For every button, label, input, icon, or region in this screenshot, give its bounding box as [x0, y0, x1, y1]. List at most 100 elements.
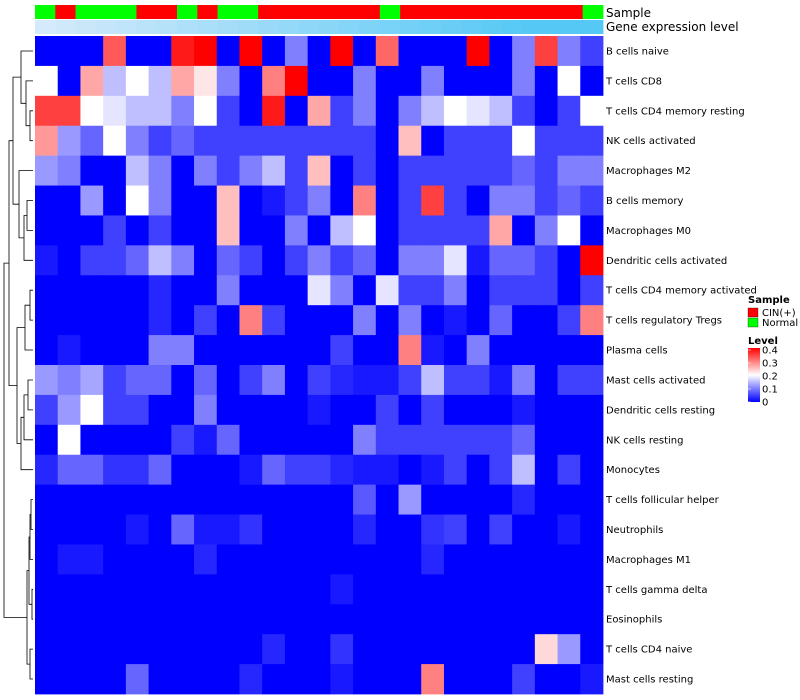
row-label: T cells CD4 memory activated [605, 286, 757, 297]
heatmap-cell [421, 394, 445, 426]
heatmap-cell [330, 155, 354, 186]
heatmap-cell [330, 95, 354, 127]
heatmap-cell [443, 365, 468, 396]
heatmap-cell [307, 544, 331, 575]
heatmap-cell [580, 574, 604, 605]
heatmap-cell [466, 305, 490, 336]
heatmap-cell [284, 95, 309, 127]
heatmap-cell [557, 275, 581, 306]
heatmap-cell [194, 155, 218, 186]
heatmap-cell [421, 305, 445, 336]
heatmap-cell [580, 275, 604, 306]
legend-level-title: Level [748, 336, 778, 347]
heatmap-cell [534, 125, 558, 157]
heatmap-cell [330, 664, 354, 695]
expression-bar-segment [55, 20, 76, 34]
sample-bar-segment [258, 5, 279, 19]
sample-bar-segment [197, 5, 218, 19]
heatmap-cell [489, 634, 513, 665]
heatmap-cell [148, 424, 172, 456]
heatmap-cell [148, 36, 172, 67]
heatmap-cell [375, 544, 399, 575]
heatmap-cell [489, 664, 513, 695]
heatmap-cell [443, 604, 468, 635]
heatmap-cell [307, 155, 331, 186]
heatmap-cell [443, 215, 468, 246]
sample-bar-segment [278, 5, 300, 19]
heatmap-cell [171, 454, 195, 486]
heatmap-cell [57, 424, 81, 456]
heatmap-cell [466, 95, 490, 127]
heatmap-cell [375, 155, 399, 186]
expression-bar-segment [400, 20, 421, 34]
heatmap-cell [557, 634, 581, 665]
heatmap-cell [421, 215, 445, 246]
heatmap-cell [398, 245, 422, 276]
sample-bar-segment [237, 5, 259, 19]
heatmap-cell [443, 65, 468, 97]
heatmap-cell [125, 424, 149, 456]
heatmap-cell [330, 215, 354, 246]
heatmap-cell [171, 574, 195, 605]
heatmap-cell [353, 514, 377, 545]
heatmap-cell [171, 484, 195, 515]
heatmap-cell [421, 454, 445, 486]
heatmap-cell [194, 125, 218, 157]
heatmap-cell [284, 215, 309, 246]
heatmap-cell [398, 155, 422, 186]
row-label: B cells naive [606, 47, 669, 58]
heatmap-cell [443, 155, 468, 186]
heatmap-cell [194, 604, 218, 635]
heatmap-cell [375, 365, 399, 396]
heatmap-cell [80, 185, 104, 216]
heatmap-cell [148, 454, 172, 486]
expression-bar-segment [359, 20, 381, 34]
heatmap-cell [534, 454, 558, 486]
heatmap-cell [57, 634, 81, 665]
heatmap-cell [580, 185, 604, 216]
legend-tick-label: 0.2 [762, 372, 778, 383]
heatmap-cell [35, 305, 59, 336]
heatmap-cell [512, 305, 536, 336]
heatmap-cell [580, 544, 604, 575]
expression-bar-segment [339, 20, 360, 34]
heatmap-cell [171, 155, 195, 186]
heatmap-cell [216, 155, 240, 186]
expression-bar-segment [582, 20, 604, 34]
heatmap-cell [512, 245, 536, 276]
heatmap-cell [421, 365, 445, 396]
heatmap-cell [353, 394, 377, 426]
heatmap-cell [375, 454, 399, 486]
heatmap-cell [421, 245, 445, 276]
heatmap-cell [534, 245, 558, 276]
heatmap-cell [80, 125, 104, 157]
sample-bar-segment [319, 5, 340, 19]
heatmap-cell [534, 185, 558, 216]
heatmap-cell [557, 36, 581, 67]
heatmap-cell [534, 215, 558, 246]
heatmap-cell [375, 664, 399, 695]
heatmap-cell [125, 574, 149, 605]
heatmap-cell [489, 215, 513, 246]
expression-bar-segment [420, 20, 442, 34]
heatmap-cell [512, 185, 536, 216]
heatmap-cell [466, 335, 490, 366]
heatmap-cell [262, 305, 286, 336]
heatmap-cell [375, 424, 399, 456]
legend-tick-label: 0.4 [762, 346, 778, 357]
heatmap-cell [512, 95, 536, 127]
heatmap-cell [80, 365, 104, 396]
heatmap-cell [57, 335, 81, 366]
heatmap-cell [466, 424, 490, 456]
heatmap-cell [262, 484, 286, 515]
heatmap-cell [103, 65, 127, 97]
heatmap-cell [171, 664, 195, 695]
heatmap-cell [353, 95, 377, 127]
heatmap-cell [103, 155, 127, 186]
heatmap-cell [103, 454, 127, 486]
heatmap-cell [125, 65, 149, 97]
expression-bar-segment [278, 20, 300, 34]
heatmap-cell [171, 125, 195, 157]
heatmap-cell [125, 365, 149, 396]
heatmap-cell [512, 215, 536, 246]
